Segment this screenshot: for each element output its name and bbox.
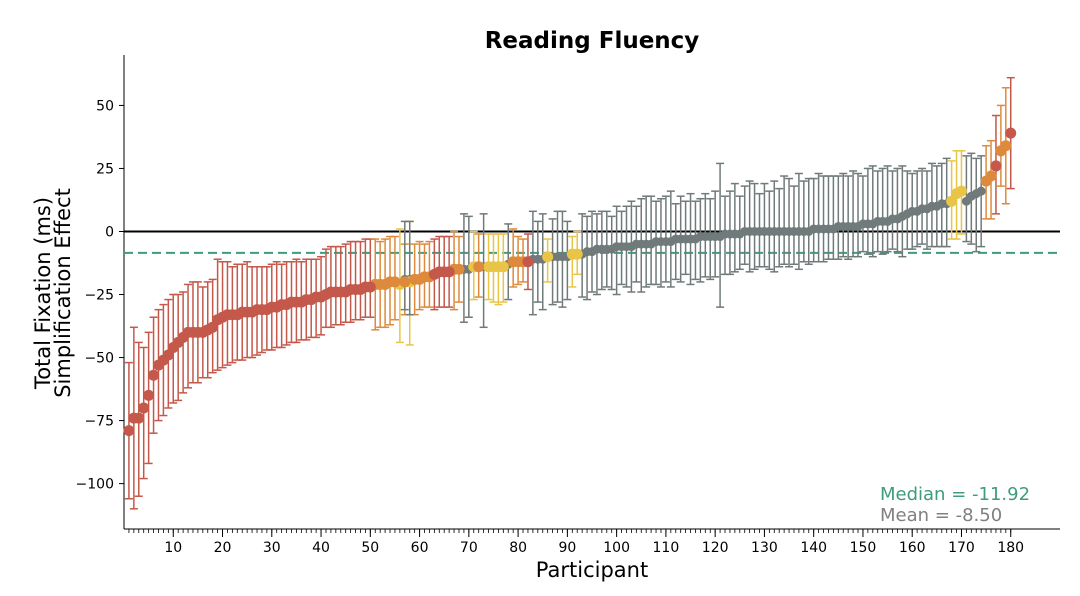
y-axis-label-line-1: Total Fixation (ms) — [31, 197, 55, 390]
plot-area: −100 −75 −50 −25 0 25 50 10 20 30 40 50 60 70 80 90 100 1… — [76, 55, 1060, 556]
x-tick-label: 10 — [164, 540, 182, 556]
data-point — [148, 369, 160, 381]
x-tick-label: 140 — [800, 540, 827, 556]
x-tick-label: 90 — [558, 540, 576, 556]
y-tick-label: 50 — [96, 98, 114, 114]
data-point — [497, 261, 509, 273]
data-point — [143, 389, 155, 401]
mean-annotation: Mean = -8.50 — [880, 505, 1002, 526]
data-point — [571, 248, 583, 260]
x-tick-label: 150 — [850, 540, 877, 556]
data-point — [985, 170, 997, 182]
data-point — [473, 261, 485, 273]
data-point — [453, 263, 465, 275]
median-annotation: Median = -11.92 — [880, 484, 1030, 505]
y-axis-label: Total Fixation (ms) Simplification Effec… — [31, 188, 75, 398]
y-tick-label: 0 — [105, 224, 114, 240]
x-tick-label: 40 — [312, 540, 330, 556]
data-point — [976, 186, 986, 196]
x-tick-label: 30 — [263, 540, 281, 556]
y-tick-label: 25 — [96, 161, 114, 177]
data-point — [399, 276, 411, 288]
x-tick-label: 180 — [997, 540, 1024, 556]
x-tick-label: 170 — [948, 540, 975, 556]
chart-title: Reading Fluency — [485, 28, 700, 54]
x-tick-label: 50 — [361, 540, 379, 556]
x-tick-label: 100 — [603, 540, 630, 556]
data-point — [522, 256, 534, 268]
x-tick-label: 70 — [460, 540, 478, 556]
y-tick-label: −75 — [84, 414, 114, 430]
data-point — [1000, 140, 1012, 152]
data-point — [123, 425, 135, 437]
data-point — [955, 185, 967, 197]
x-tick-label: 130 — [751, 540, 778, 556]
data-point — [542, 251, 554, 263]
x-tick-label: 160 — [899, 540, 926, 556]
x-tick-label: 120 — [702, 540, 729, 556]
y-tick-label: −25 — [84, 288, 114, 304]
data-point — [443, 266, 455, 278]
data-point — [364, 281, 376, 293]
x-tick-label: 80 — [509, 540, 527, 556]
y-tick-label: −100 — [76, 477, 114, 493]
x-tick-label: 110 — [653, 540, 680, 556]
y-axis-label-line-2: Simplification Effect — [51, 188, 75, 398]
y-tick-label: −50 — [84, 351, 114, 367]
data-point — [389, 276, 401, 288]
data-point — [138, 402, 150, 414]
x-axis-label: Participant — [536, 558, 648, 582]
x-tick-label: 60 — [411, 540, 429, 556]
x-tick-label: 20 — [214, 540, 232, 556]
data-point — [1005, 127, 1017, 139]
data-point — [133, 412, 145, 424]
data-point — [990, 160, 1002, 172]
